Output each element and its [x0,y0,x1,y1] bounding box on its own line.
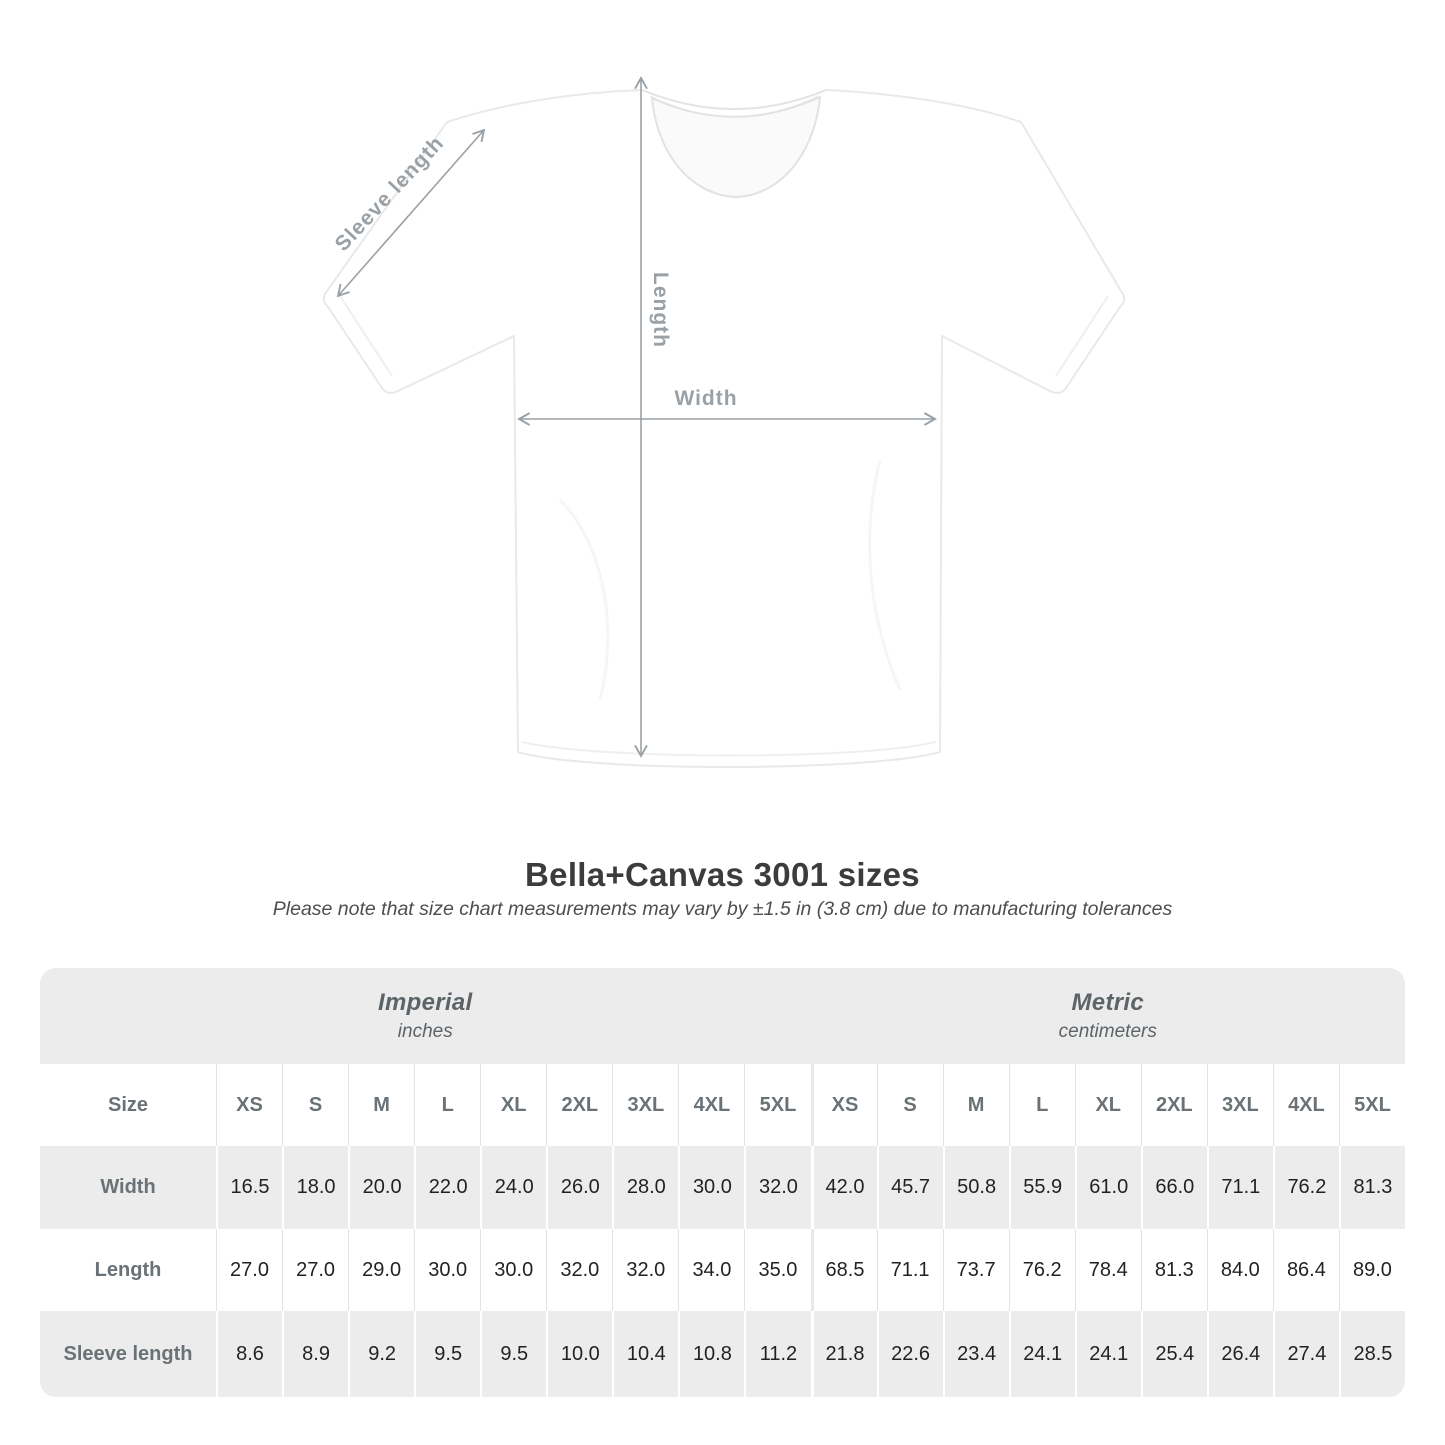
cell-metric-value: 81.3 [1338,1146,1405,1229]
cell-imperial-value: 32.0 [612,1229,678,1311]
size-header-metric-m: M [942,1064,1009,1146]
length-label: Length [649,272,672,348]
width-label: Width [674,387,738,410]
cell-metric-value: 71.1 [1206,1146,1273,1229]
group-title: Metric [1071,989,1144,1016]
cell-metric-value: 28.5 [1338,1311,1405,1397]
cell-metric-value: 27.4 [1272,1311,1339,1397]
table-group-header-row: Imperial inches Metric centimeters [40,968,1405,1064]
cell-imperial-value: 28.0 [612,1146,678,1229]
width-row-label: Width [100,1176,156,1198]
cell-metric-value: 84.0 [1206,1229,1273,1311]
cell-imperial-value: 27.0 [282,1229,348,1311]
cell-imperial-value: 10.4 [612,1311,678,1397]
size-chart-table: Imperial inches Metric centimeters Size XS S M L… [40,968,1405,1397]
cell-imperial-value: 34.0 [678,1229,744,1311]
cell-metric-value: 50.8 [942,1146,1009,1229]
cell-imperial-value: 20.0 [348,1146,414,1229]
size-header-metric-2xl: 2XL [1140,1064,1207,1146]
tolerance-note: Please note that size chart measurements… [272,898,1173,920]
table-row: Sleeve length 8.6 8.9 9.2 9.5 9.5 10.0 10.4 10.8… [40,1311,1405,1397]
size-header-imperial-s: S [282,1064,348,1146]
cell-imperial-value: 29.0 [348,1229,414,1311]
cell-metric-value: 71.1 [876,1229,943,1311]
cell-imperial-value: 32.0 [744,1146,810,1229]
group-header-metric: Metric centimeters [811,968,1406,1064]
cell-imperial-value: 9.5 [480,1311,546,1397]
size-header-imperial-4xl: 4XL [678,1064,744,1146]
cell-metric-value: 66.0 [1140,1146,1207,1229]
group-header-imperial: Imperial inches [40,968,811,1064]
cell-metric-value: 23.4 [942,1311,1009,1397]
cell-metric-value: 22.6 [876,1311,943,1397]
tshirt-measurement-diagram: Sleeve length Length Width [322,76,1126,768]
cell-imperial-value: 10.0 [546,1311,612,1397]
table-row: Width 16.5 18.0 20.0 22.0 24.0 26.0 28.0 30.0 32.… [40,1146,1405,1229]
size-header-metric-4xl: 4XL [1272,1064,1339,1146]
size-header-metric-xl: XL [1074,1064,1141,1146]
size-header-imperial-m: M [348,1064,414,1146]
cell-metric-value: 89.0 [1338,1229,1405,1311]
size-header-metric-xs: XS [810,1064,877,1146]
group-sublabel: centimeters [1058,1021,1157,1042]
cell-metric-value: 86.4 [1272,1229,1339,1311]
size-header-imperial-xs: XS [216,1064,282,1146]
table-row: Length 27.0 27.0 29.0 30.0 30.0 32.0 32.0 34.0 35… [40,1229,1405,1311]
cell-imperial-value: 9.5 [414,1311,480,1397]
cell-metric-value: 61.0 [1074,1146,1141,1229]
cell-metric-value: 24.1 [1008,1311,1075,1397]
cell-metric-value: 55.9 [1008,1146,1075,1229]
cell-metric-value: 76.2 [1272,1146,1339,1229]
cell-imperial-value: 18.0 [282,1146,348,1229]
size-header-metric-l: L [1008,1064,1075,1146]
cell-metric-value: 78.4 [1074,1229,1141,1311]
cell-imperial-value: 9.2 [348,1311,414,1397]
tshirt-shape [322,88,1126,768]
size-header-imperial-5xl: 5XL [744,1064,810,1146]
sleeve-length-arrow [336,128,486,298]
cell-metric-value: 25.4 [1140,1311,1207,1397]
group-title: Imperial [378,989,473,1016]
cell-metric-value: 24.1 [1074,1311,1141,1397]
size-column-header: Size [107,1093,149,1116]
size-header-imperial-xl: XL [480,1064,546,1146]
size-header-metric-5xl: 5XL [1338,1064,1405,1146]
cell-metric-value: 45.7 [876,1146,943,1229]
cell-imperial-value: 27.0 [216,1229,282,1311]
cell-imperial-value: 8.9 [282,1311,348,1397]
cell-imperial-value: 35.0 [744,1229,810,1311]
cell-imperial-value: 22.0 [414,1146,480,1229]
tshirt-image [322,76,1126,768]
cell-metric-value: 42.0 [810,1146,877,1229]
cell-imperial-value: 16.5 [216,1146,282,1229]
cell-imperial-value: 32.0 [546,1229,612,1311]
cell-imperial-value: 30.0 [480,1229,546,1311]
collar-shape [650,95,822,199]
size-header-imperial-l: L [414,1064,480,1146]
cell-metric-value: 76.2 [1008,1229,1075,1311]
group-sublabel: inches [397,1021,453,1042]
cell-imperial-value: 26.0 [546,1146,612,1229]
length-row-label: Length [94,1258,162,1281]
size-header-row: Size XS S M L XL 2XL 3XL 4XL 5XL XS S M L XL 2XL 3XL 4XL 5… [40,1064,1405,1146]
cell-imperial-value: 8.6 [216,1311,282,1397]
cell-imperial-value: 30.0 [678,1146,744,1229]
size-header-metric-s: S [876,1064,943,1146]
cell-metric-value: 73.7 [942,1229,1009,1311]
cell-metric-value: 68.5 [810,1229,877,1311]
size-header-imperial-3xl: 3XL [612,1064,678,1146]
cell-metric-value: 81.3 [1140,1229,1207,1311]
size-header-metric-3xl: 3XL [1206,1064,1273,1146]
size-header-imperial-2xl: 2XL [546,1064,612,1146]
cell-metric-value: 21.8 [810,1311,877,1397]
cell-imperial-value: 11.2 [744,1311,810,1397]
cell-imperial-value: 10.8 [678,1311,744,1397]
sleeve-length-row-label: Sleeve length [63,1342,193,1365]
cell-imperial-value: 30.0 [414,1229,480,1311]
cell-metric-value: 26.4 [1206,1311,1273,1397]
page-title: Bella+Canvas 3001 sizes [525,856,920,893]
cell-imperial-value: 24.0 [480,1146,546,1229]
